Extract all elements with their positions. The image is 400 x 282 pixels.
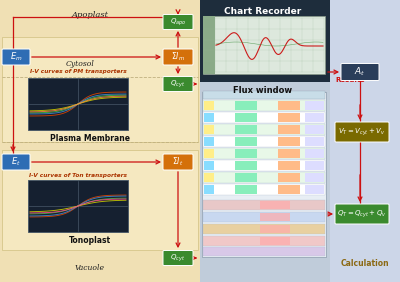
Bar [235,125,257,134]
Text: $Q_{cyt}$: $Q_{cyt}$ [170,78,186,90]
Bar [260,213,290,221]
Bar [204,185,214,194]
Bar [305,137,324,146]
Bar [203,16,215,74]
Bar [305,113,324,122]
Bar [235,149,257,158]
FancyBboxPatch shape [163,49,193,65]
Text: $A_t$: $A_t$ [354,66,366,78]
Text: $Q_T=Q_{cyt}+Q_v$: $Q_T=Q_{cyt}+Q_v$ [337,208,387,220]
Bar [278,149,300,158]
Text: I-V curves of PM transporters: I-V curves of PM transporters [30,69,126,74]
Bar [305,125,324,134]
Bar [204,173,214,182]
Bar [28,78,128,130]
Bar [202,92,326,257]
Bar [305,185,324,194]
Text: $\Sigma I_m$: $\Sigma I_m$ [171,51,185,63]
Text: Cytosol: Cytosol [66,60,94,68]
Text: $Q_{cyt}$: $Q_{cyt}$ [170,252,186,264]
Bar [0,0,200,282]
Text: $V_T=V_{cyt}+V_v$: $V_T=V_{cyt}+V_v$ [338,126,386,138]
FancyBboxPatch shape [2,49,30,65]
FancyBboxPatch shape [163,76,193,91]
Bar [278,113,300,122]
Bar [235,173,257,182]
FancyBboxPatch shape [163,14,193,30]
Text: $E_m$: $E_m$ [10,51,22,63]
Bar [260,237,290,245]
Bar [235,113,257,122]
Bar [203,184,325,195]
Text: Results: Results [335,77,365,83]
Bar [203,247,325,256]
Bar [203,160,325,171]
Bar [278,125,300,134]
Bar [203,172,325,183]
Bar [203,91,325,99]
Bar [204,101,214,110]
Bar [200,0,330,282]
Bar [203,236,325,246]
Bar [235,101,257,110]
Bar [278,161,300,170]
Text: Plasma Membrane: Plasma Membrane [50,134,130,143]
Bar [2,37,198,142]
FancyBboxPatch shape [335,204,389,224]
Bar [203,112,325,123]
Text: Apoplast: Apoplast [72,11,108,19]
FancyBboxPatch shape [2,154,30,170]
Bar [203,148,325,159]
Bar [278,137,300,146]
Text: Tonoplast: Tonoplast [69,236,111,245]
Bar [200,0,330,82]
Text: Chart Recorder: Chart Recorder [224,7,302,16]
Text: $Q_{apo}$: $Q_{apo}$ [170,16,186,28]
Bar [235,161,257,170]
Bar [204,149,214,158]
Bar [278,173,300,182]
Bar [260,201,290,209]
Text: $E_t$: $E_t$ [11,156,21,168]
Bar [203,224,325,234]
Bar [204,137,214,146]
Bar [204,161,214,170]
Bar [204,125,214,134]
Bar [305,173,324,182]
Bar [203,200,325,210]
Bar [260,225,290,233]
Bar [203,124,325,135]
Text: I-V curves of Ton transporters: I-V curves of Ton transporters [29,173,127,177]
Bar [330,0,400,282]
Text: Flux window: Flux window [234,86,292,95]
Bar [235,137,257,146]
Bar [278,185,300,194]
Bar [203,136,325,147]
Text: Calculation: Calculation [341,259,389,268]
Bar [204,113,214,122]
FancyBboxPatch shape [163,250,193,265]
Bar [278,101,300,110]
Bar [305,149,324,158]
Text: Vacuole: Vacuole [75,264,105,272]
Bar [305,161,324,170]
Bar [203,212,325,222]
FancyBboxPatch shape [335,122,389,142]
Bar [203,100,325,111]
Bar [203,16,325,74]
Bar [28,180,128,232]
FancyBboxPatch shape [341,63,379,80]
Text: $\Sigma I_t$: $\Sigma I_t$ [172,156,184,168]
Bar [2,150,198,250]
Bar [235,185,257,194]
FancyBboxPatch shape [163,154,193,170]
Bar [305,101,324,110]
